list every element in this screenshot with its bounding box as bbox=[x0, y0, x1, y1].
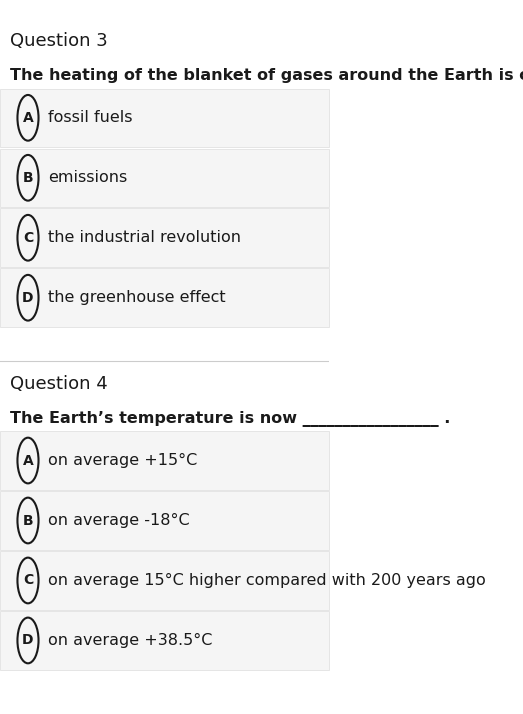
FancyBboxPatch shape bbox=[0, 268, 329, 327]
Text: C: C bbox=[23, 231, 33, 245]
FancyBboxPatch shape bbox=[0, 149, 329, 207]
Text: on average +38.5°C: on average +38.5°C bbox=[48, 633, 212, 648]
Text: emissions: emissions bbox=[48, 170, 127, 186]
Text: the greenhouse effect: the greenhouse effect bbox=[48, 290, 225, 306]
FancyBboxPatch shape bbox=[0, 551, 329, 610]
Text: D: D bbox=[22, 291, 34, 305]
FancyBboxPatch shape bbox=[0, 89, 329, 147]
Text: A: A bbox=[22, 111, 33, 125]
Text: C: C bbox=[23, 573, 33, 588]
Text: The heating of the blanket of gases around the Earth is called___: The heating of the blanket of gases arou… bbox=[10, 68, 523, 84]
Text: A: A bbox=[22, 453, 33, 468]
Text: D: D bbox=[22, 633, 34, 648]
Text: Question 3: Question 3 bbox=[10, 32, 108, 50]
Text: on average -18°C: on average -18°C bbox=[48, 513, 189, 528]
Text: Question 4: Question 4 bbox=[10, 375, 108, 393]
Text: the industrial revolution: the industrial revolution bbox=[48, 230, 241, 246]
Text: The Earth’s temperature is now _________________ .: The Earth’s temperature is now _________… bbox=[10, 411, 450, 426]
FancyBboxPatch shape bbox=[0, 611, 329, 670]
FancyBboxPatch shape bbox=[0, 491, 329, 550]
Text: on average +15°C: on average +15°C bbox=[48, 453, 197, 468]
Text: B: B bbox=[22, 171, 33, 185]
Text: B: B bbox=[22, 513, 33, 528]
Text: fossil fuels: fossil fuels bbox=[48, 110, 132, 126]
Text: on average 15°C higher compared with 200 years ago: on average 15°C higher compared with 200… bbox=[48, 573, 485, 588]
FancyBboxPatch shape bbox=[0, 208, 329, 267]
FancyBboxPatch shape bbox=[0, 431, 329, 490]
